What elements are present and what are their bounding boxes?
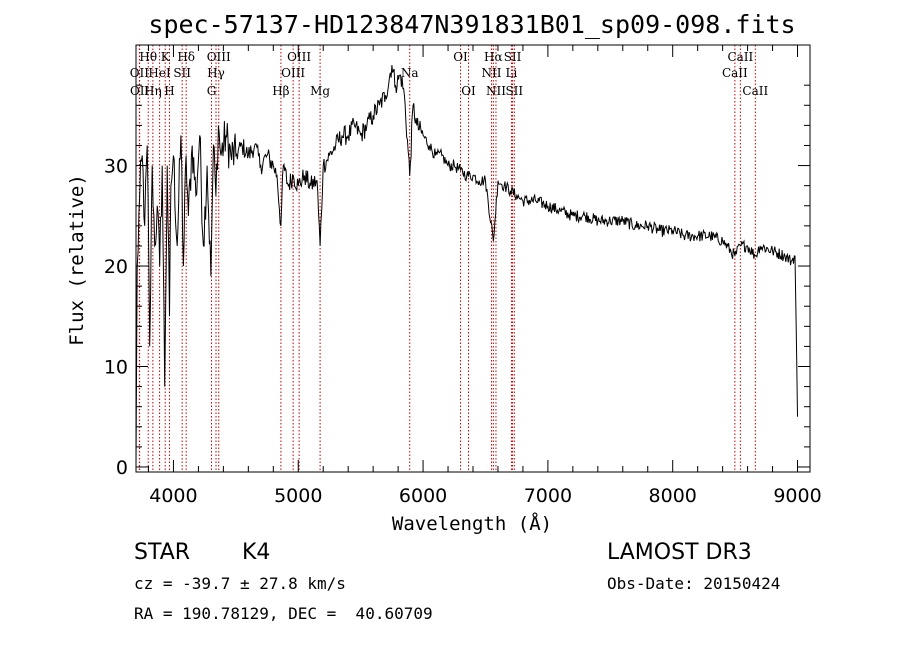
- line-marker-label-6: Hδ: [177, 50, 195, 64]
- x-axis-ticks: 4000 5000 6000 7000 8000 9000: [147, 45, 822, 507]
- line-marker-label-0: Hθ: [139, 50, 157, 64]
- line-marker-label-20: NII: [481, 66, 501, 80]
- y-tick-label-0: 0: [116, 457, 128, 479]
- line-marker-label-27: CaII: [742, 84, 768, 98]
- x-tick-label-5: 9000: [773, 485, 821, 507]
- line-marker-label-5: Hη: [144, 84, 162, 98]
- y-tick-label-2: 20: [104, 256, 128, 278]
- line-markers: [138, 45, 756, 472]
- line-marker-label-24: SII: [505, 84, 523, 98]
- line-marker-label-22: SII: [504, 50, 522, 64]
- x-axis-label: Wavelength (Å): [392, 512, 552, 535]
- x-tick-label-4: 8000: [649, 485, 697, 507]
- line-marker-label-8: H: [164, 84, 174, 98]
- line-marker-label-15: Mg: [310, 84, 330, 98]
- line-marker-label-18: OI: [461, 84, 476, 98]
- line-marker-label-10: Hγ: [207, 66, 225, 80]
- line-marker-label-23: Li: [506, 66, 518, 80]
- line-marker-label-4: HeI: [148, 66, 171, 80]
- line-marker-label-7: SII: [173, 66, 191, 80]
- line-marker-label-3: K: [161, 50, 171, 64]
- object-subclass: K4: [242, 540, 271, 565]
- y-tick-label-1: 10: [104, 357, 128, 379]
- line-marker-label-12: OIII: [287, 50, 311, 64]
- line-marker-label-25: CaII: [727, 50, 753, 64]
- coordinates: RA = 190.78129, DEC = 40.60709: [134, 604, 433, 623]
- y-tick-label-3: 30: [104, 156, 128, 178]
- object-class: STAR: [134, 540, 191, 565]
- y-axis-ticks: 0 10 20 30: [104, 84, 810, 479]
- line-marker-label-2: OII: [130, 84, 150, 98]
- redshift-velocity: cz = -39.7 ± 27.8 km/s: [134, 574, 346, 593]
- line-marker-label-1: OII: [130, 66, 150, 80]
- plot-frame: [135, 44, 811, 473]
- observation-date: Obs-Date: 20150424: [607, 574, 781, 593]
- chart-title: spec-57137-HD123847N391831B01_sp09-098.f…: [148, 10, 795, 39]
- y-axis-label: Flux (relative): [66, 174, 88, 346]
- survey-name: LAMOST DR3: [607, 540, 752, 565]
- x-tick-label-2: 6000: [399, 485, 447, 507]
- x-tick-label-0: 4000: [149, 485, 197, 507]
- line-marker-label-11: G: [207, 84, 217, 98]
- flux-series-line: [135, 65, 798, 468]
- line-marker-labels: Hθ OII OII K HeI Hη Hδ SII H OIII Hγ G OIII OIII Hβ Mg N…: [130, 50, 769, 98]
- line-marker-label-21: NII: [486, 84, 506, 98]
- line-marker-label-9: OIII: [207, 50, 231, 64]
- line-marker-label-16: Na: [401, 66, 419, 80]
- line-marker-label-26: CaII: [722, 66, 748, 80]
- line-marker-label-19: Hα: [484, 50, 503, 64]
- line-marker-label-17: OI: [453, 50, 468, 64]
- x-tick-label-1: 5000: [274, 485, 322, 507]
- line-marker-label-14: Hβ: [272, 84, 289, 98]
- x-tick-label-3: 7000: [524, 485, 572, 507]
- line-marker-label-13: OIII: [281, 66, 305, 80]
